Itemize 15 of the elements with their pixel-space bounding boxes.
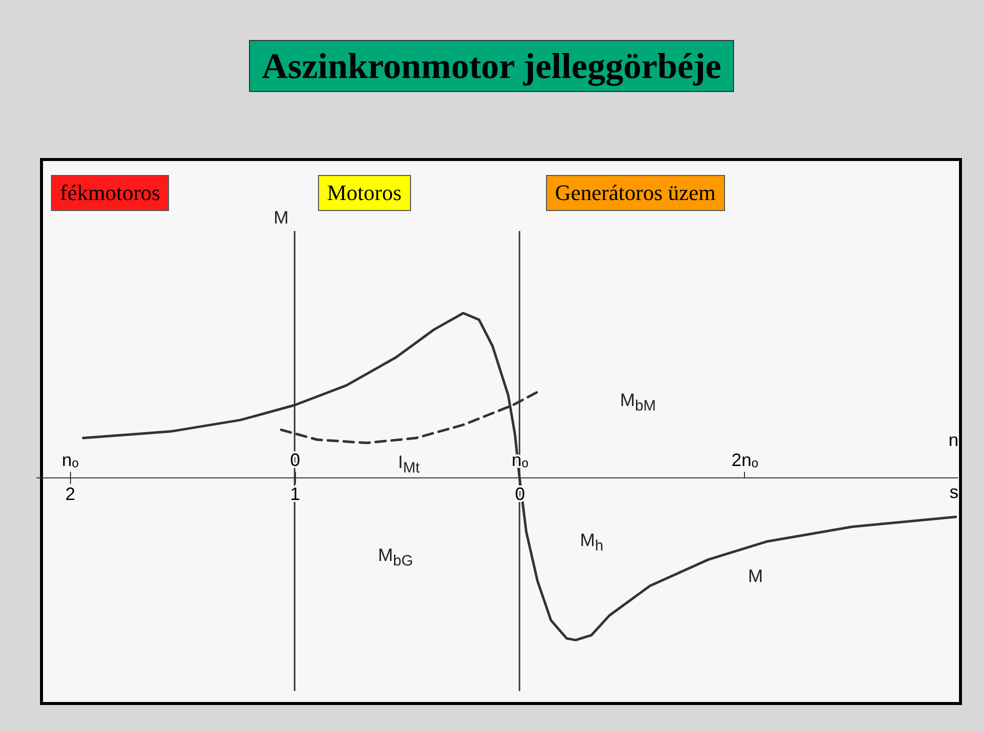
x-tick-label: nₒ — [62, 450, 79, 470]
annotation: M$_{bM}$ — [620, 390, 656, 415]
x-tick-label: 2nₒ — [731, 450, 758, 470]
x-axis-title: n — [948, 430, 958, 450]
text: fékmotoros — [51, 175, 170, 211]
annotation: M$_{h}$ — [580, 530, 604, 555]
text: Generátoros üzem — [546, 175, 725, 211]
x2-axis-title: s — [950, 482, 958, 502]
annotation: M — [748, 566, 763, 587]
annotation: M$_{bG}$ — [378, 545, 414, 570]
annotation: I$_{Mt}$ — [398, 452, 420, 477]
text: Motoros — [318, 175, 411, 211]
y-axis-title: M — [274, 208, 289, 228]
chart-title: Aszinkronmotor jelleggörbéje — [248, 40, 734, 92]
x2-tick-label: 2 — [65, 484, 76, 504]
